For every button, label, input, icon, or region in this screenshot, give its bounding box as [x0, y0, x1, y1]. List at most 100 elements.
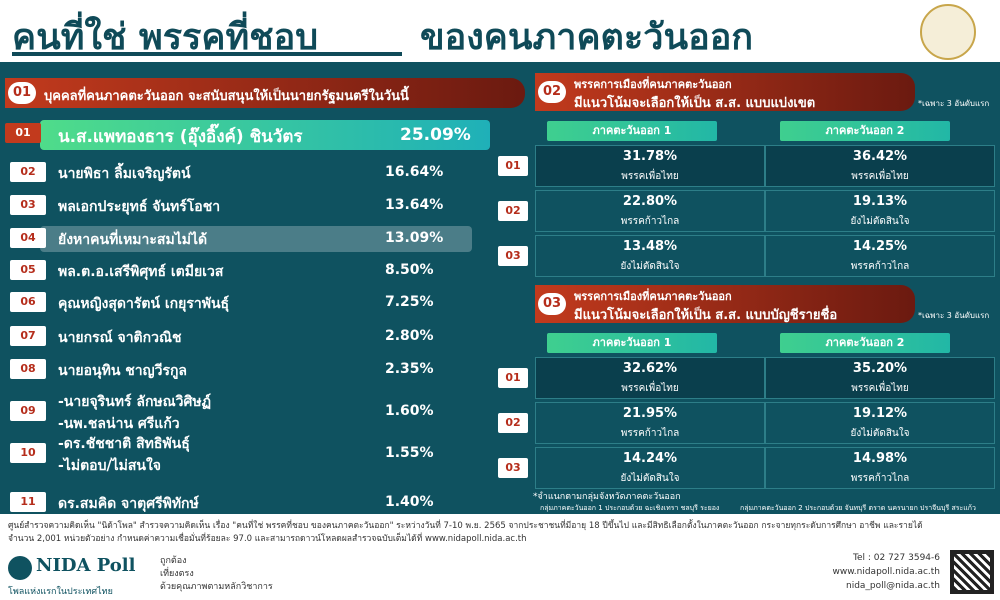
cell-value: 19.13% — [852, 194, 908, 209]
rank: 01 — [498, 368, 528, 388]
percent: 13.64% — [385, 197, 444, 213]
section-bar — [535, 73, 915, 111]
percent: 2.35% — [385, 361, 434, 377]
rank: 06 — [10, 292, 46, 312]
row-highlight — [40, 120, 490, 150]
cell-box — [765, 447, 995, 489]
cell-party: ยังไม่ตัดสินใจ — [850, 216, 910, 227]
cell-party: พรรคเพื่อไทย — [851, 383, 909, 394]
note: *เฉพาะ 3 อันดับแรก — [918, 99, 990, 108]
title-underline — [12, 52, 402, 56]
rank: 11 — [10, 492, 46, 512]
cell-value: 14.98% — [852, 451, 908, 466]
cell-value: 13.48% — [622, 239, 678, 254]
source-line: จำนวน 2,001 หน่วยตัวอย่าง กำหนดค่าความเช… — [8, 534, 527, 544]
header — [0, 0, 1000, 62]
legend: กลุ่มภาคตะวันออก 2 ประกอบด้วย จันทบุรี ต… — [740, 504, 976, 512]
rank: 02 — [498, 413, 528, 433]
contact: Tel : 02 727 3594-6 — [853, 553, 940, 563]
cell-party: พรรคก้าวไกล — [850, 261, 910, 272]
cell-box — [535, 190, 765, 232]
cell-box — [535, 357, 765, 399]
percent: 16.64% — [385, 164, 444, 180]
contact: nida_poll@nida.ac.th — [845, 581, 940, 591]
cell-value: 35.20% — [852, 361, 908, 376]
rank: 03 — [498, 246, 528, 266]
name: พล.ต.อ.เสรีพิศุทธ์ เตมียเวส — [58, 264, 224, 280]
rank: 10 — [10, 443, 46, 463]
name: -นพ.ชลน่าน ศรีแก้ว — [58, 416, 180, 432]
cell-value: 21.95% — [622, 406, 678, 421]
section-title: พรรคการเมืองที่คนภาคตะวันออก — [574, 290, 732, 303]
note: *เฉพาะ 3 อันดับแรก — [918, 311, 990, 320]
rank: 09 — [10, 401, 46, 421]
cell-box — [765, 145, 995, 187]
cell-value: 14.24% — [622, 451, 678, 466]
logo: NIDA Poll — [36, 555, 136, 576]
cell-value: 22.80% — [622, 194, 678, 209]
name: นายกรณ์ จาติกวณิช — [58, 330, 182, 346]
name: คุณหญิงสุดารัตน์ เกยุราพันธุ์ — [58, 296, 230, 312]
cell-value: 19.12% — [852, 406, 908, 421]
percent: 1.40% — [385, 494, 434, 510]
name: นายพิธา ลิ้มเจริญรัตน์ — [58, 166, 191, 182]
motto: ด้วยคุณภาพตามหลักวิชาการ — [160, 582, 273, 592]
cell-party: พรรคก้าวไกล — [620, 428, 680, 439]
percent: 8.50% — [385, 262, 434, 278]
section-title: มีแนวโน้มจะเลือกให้เป็น ส.ส. แบบแบ่งเขต — [574, 96, 816, 111]
source-line: ศูนย์สำรวจความคิดเห็น "นิด้าโพล" สำรวจคว… — [8, 521, 923, 531]
cell-box — [535, 235, 765, 277]
cell-box — [765, 402, 995, 444]
cell-party: พรรคก้าวไกล — [850, 473, 910, 484]
tagline: โพลแห่งแรกในประเทศไทย — [8, 587, 113, 597]
legend: กลุ่มภาคตะวันออก 1 ประกอบด้วย ฉะเชิงเทรา… — [540, 504, 720, 512]
row-highlight — [40, 226, 472, 252]
rank: 02 — [10, 162, 46, 182]
section-title: มีแนวโน้มจะเลือกให้เป็น ส.ส. แบบบัญชีราย… — [574, 308, 838, 323]
rank: 01 — [5, 123, 41, 143]
qr-code — [950, 550, 994, 594]
percent: 25.09% — [400, 125, 471, 145]
footer — [0, 514, 1000, 600]
percent: 13.09% — [385, 230, 444, 246]
title-right: ของคนภาคตะวันออก — [420, 17, 754, 58]
cell-party: ยังไม่ตัดสินใจ — [620, 473, 680, 484]
percent: 7.25% — [385, 294, 434, 310]
cell-box — [535, 402, 765, 444]
name: นายอนุทิน ชาญวีรกูล — [58, 363, 188, 379]
rank: 01 — [498, 156, 528, 176]
rank: 02 — [498, 201, 528, 221]
rank: 07 — [10, 326, 46, 346]
name: -ดร.ชัชชาติ สิทธิพันธุ์ — [58, 436, 190, 452]
cell-party: ยังไม่ตัดสินใจ — [620, 261, 680, 272]
cell-value: 31.78% — [622, 149, 678, 164]
column-header: ภาคตะวันออก 1 — [547, 121, 717, 141]
cell-party: พรรคเพื่อไทย — [621, 383, 679, 394]
contact: www.nidapoll.nida.ac.th — [832, 567, 940, 577]
cell-box — [765, 190, 995, 232]
title-left: คนที่ใช่ พรรคที่ชอบ — [12, 17, 319, 58]
name: พลเอกประยุทธ์ จันทร์โอชา — [58, 199, 221, 215]
cell-party: พรรคเพื่อไทย — [851, 171, 909, 182]
column-header: ภาคตะวันออก 1 — [547, 333, 717, 353]
section-number: 03 — [538, 293, 566, 315]
rank: 05 — [10, 260, 46, 280]
section-title: พรรคการเมืองที่คนภาคตะวันออก — [574, 78, 732, 91]
percent: 2.80% — [385, 328, 434, 344]
cell-box — [765, 235, 995, 277]
name: ดร.สมคิด จาตุศรีพิทักษ์ — [58, 496, 199, 512]
motto: ถูกต้อง — [160, 556, 187, 566]
rank: 08 — [10, 359, 46, 379]
motto: เที่ยงตรง — [160, 569, 194, 579]
section-number: 02 — [538, 81, 566, 103]
name: -นายจุรินทร์ ลักษณวิศิษฏ์ — [58, 394, 212, 410]
section-title: บุคคลที่คนภาคตะวันออก จะสนับสนุนให้เป็นน… — [44, 89, 409, 104]
name: -ไม่ตอบ/ไม่สนใจ — [58, 458, 162, 474]
seal — [920, 4, 976, 60]
section-bar — [5, 78, 525, 108]
section-number: 01 — [8, 82, 36, 104]
cell-party: พรรคเพื่อไทย — [621, 171, 679, 182]
cell-party: พรรคก้าวไกล — [620, 216, 680, 227]
rank: 03 — [10, 195, 46, 215]
cell-value: 14.25% — [852, 239, 908, 254]
